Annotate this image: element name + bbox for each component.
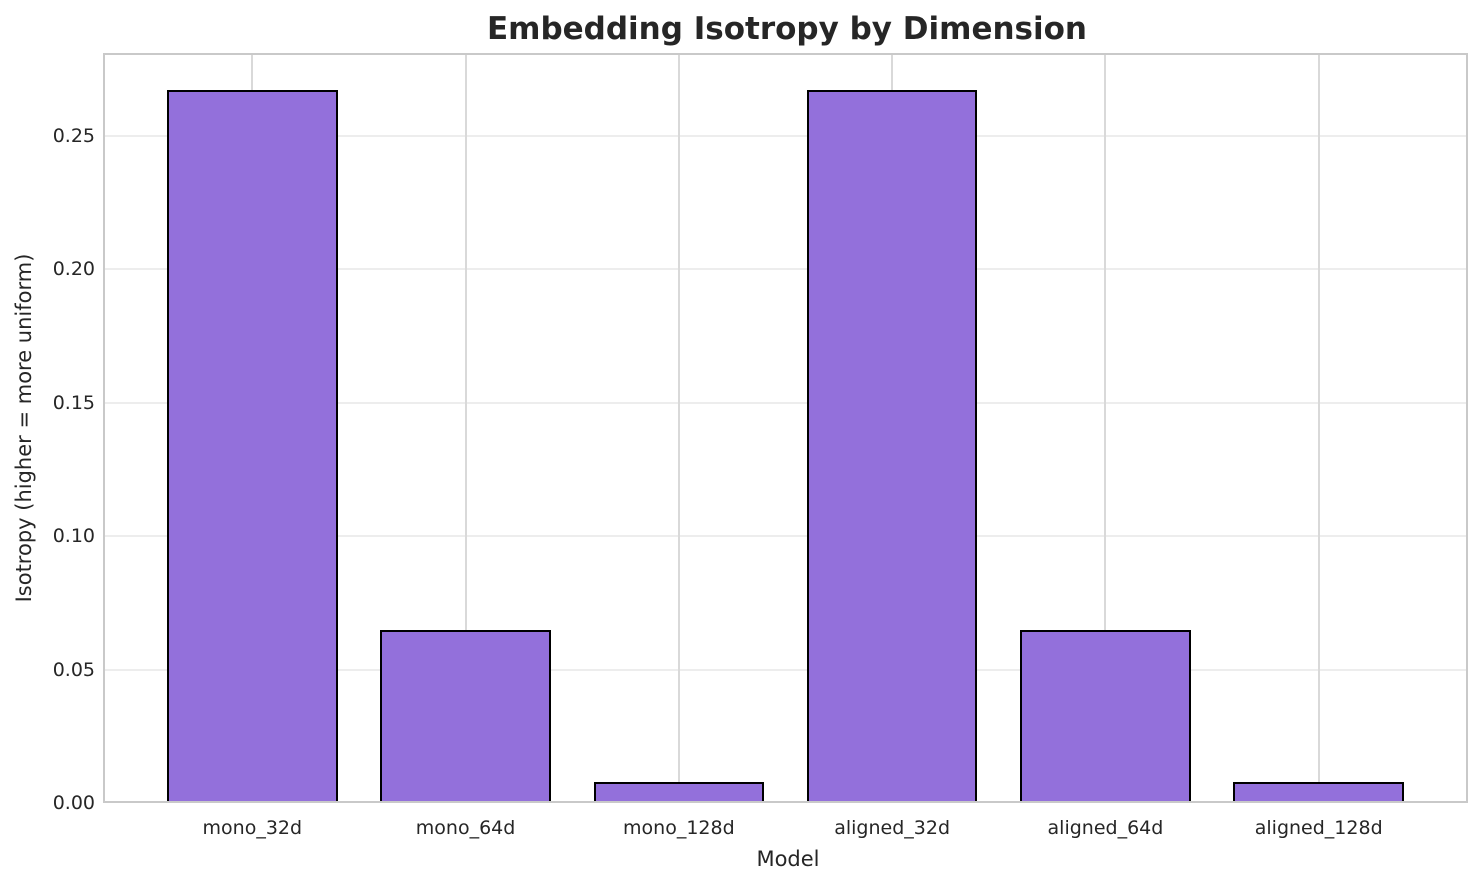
x-tick-label: mono_32d [202,817,303,839]
x-tick-label: aligned_128d [1254,817,1383,839]
gridline-vertical [464,53,467,803]
gridline-vertical [677,53,680,803]
y-tick-label: 0.25 [52,124,95,147]
gridline-horizontal [103,401,1468,404]
gridline-vertical [1104,53,1107,803]
x-tick-label: aligned_32d [834,817,951,839]
bar-mono_64d [380,629,551,803]
y-tick-label: 0.10 [52,525,95,548]
y-tick-label: 0.05 [52,658,95,681]
x-tick-label: mono_128d [623,817,735,839]
y-axis-label: Isotropy (higher = more uniform) [12,253,36,603]
bar-aligned_32d [806,90,978,803]
bar-aligned_128d [1233,781,1405,803]
gridline-horizontal [103,668,1468,671]
bar-mono_128d [593,781,765,803]
y-tick-label: 0.15 [52,391,95,414]
y-tick-label: 0.00 [52,792,95,814]
gridline-horizontal [103,535,1468,538]
plot-area [103,53,1468,803]
chart-title: Embedding Isotropy by Dimension [486,11,1088,47]
bar-mono_32d [166,90,338,803]
x-tick-label: aligned_64d [1047,817,1164,839]
gridline-horizontal [103,268,1468,271]
x-axis-label: Model [756,847,820,871]
gridline-vertical [1317,53,1320,803]
bar-aligned_64d [1020,629,1191,803]
gridline-horizontal [103,134,1468,137]
x-tick-label: mono_64d [415,817,516,839]
y-tick-label: 0.20 [52,258,95,281]
